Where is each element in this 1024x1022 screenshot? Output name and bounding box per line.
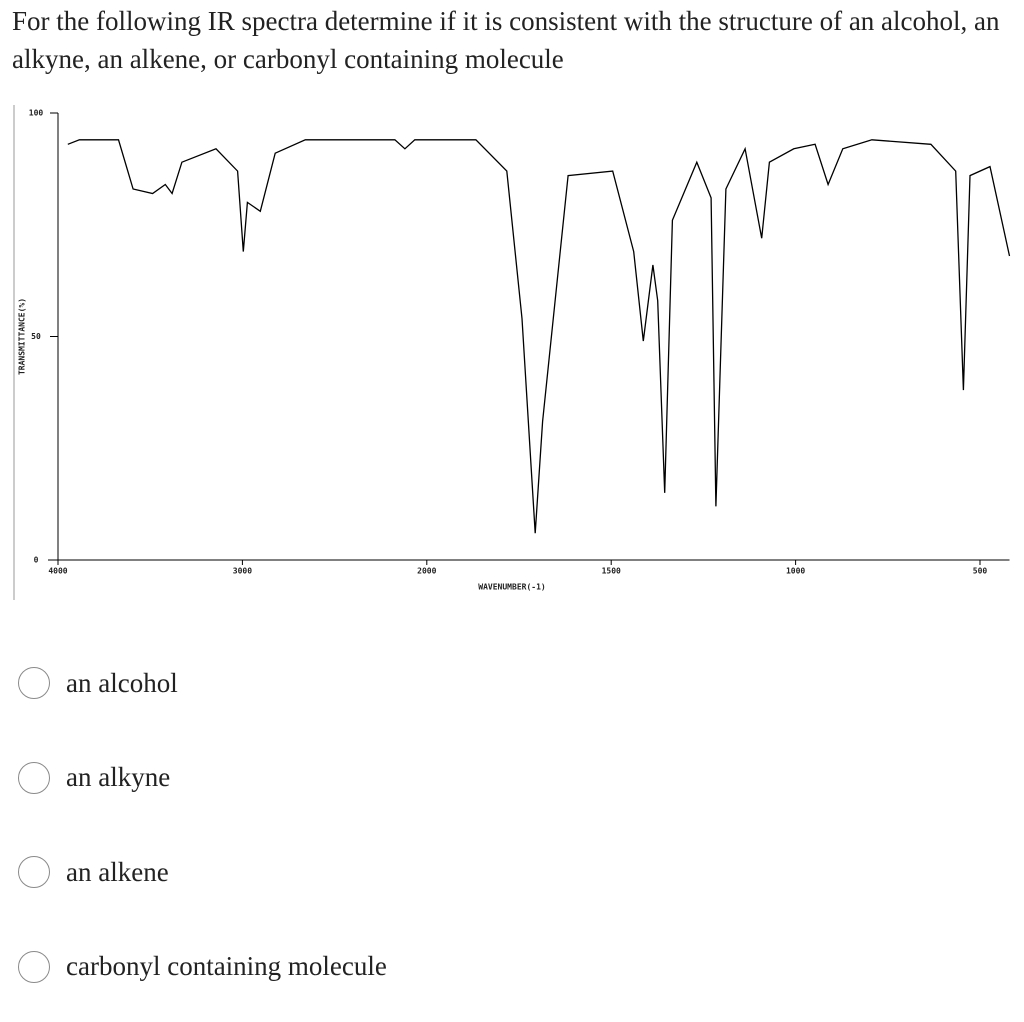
y-tick-label: 100 — [29, 109, 44, 118]
x-tick-label: 3000 — [233, 567, 252, 576]
option-label[interactable]: an alkene — [66, 856, 169, 887]
x-tick-label: 4000 — [48, 567, 67, 576]
option-label[interactable]: carbonyl containing molecule — [66, 951, 387, 981]
chart: 0 50 100 4000 3000 2000 1500 1000 500 WAVENUMBER(… — [13, 105, 1011, 600]
radio-button[interactable] — [18, 761, 50, 794]
radio-button[interactable] — [18, 667, 50, 699]
x-tick-label: 500 — [973, 567, 988, 576]
x-tick-label: 1000 — [786, 567, 805, 576]
x-axis-label: WAVENUMBER(-1) — [478, 583, 545, 592]
question: For the following IR spectra determine i… — [12, 6, 1000, 74]
option[interactable]: an alcohol — [18, 665, 178, 701]
option-label[interactable]: an alcohol — [66, 667, 178, 698]
y-axis-label: TRANSMITTANCE(%) — [18, 298, 27, 375]
option[interactable]: an alkene — [18, 854, 169, 890]
y-tick-label: 50 — [31, 332, 41, 341]
option[interactable]: carbonyl containing molecule — [18, 949, 387, 985]
x-tick-label: 1500 — [602, 567, 621, 576]
spectrum-line — [67, 139, 1011, 534]
x-tick-label: 2000 — [417, 567, 436, 576]
radio-button[interactable] — [18, 950, 50, 983]
option-label[interactable]: an alkyne — [66, 762, 171, 792]
radio-button[interactable] — [18, 856, 50, 888]
option[interactable]: an alkyne — [18, 760, 170, 796]
y-tick-label: 0 — [34, 556, 39, 565]
